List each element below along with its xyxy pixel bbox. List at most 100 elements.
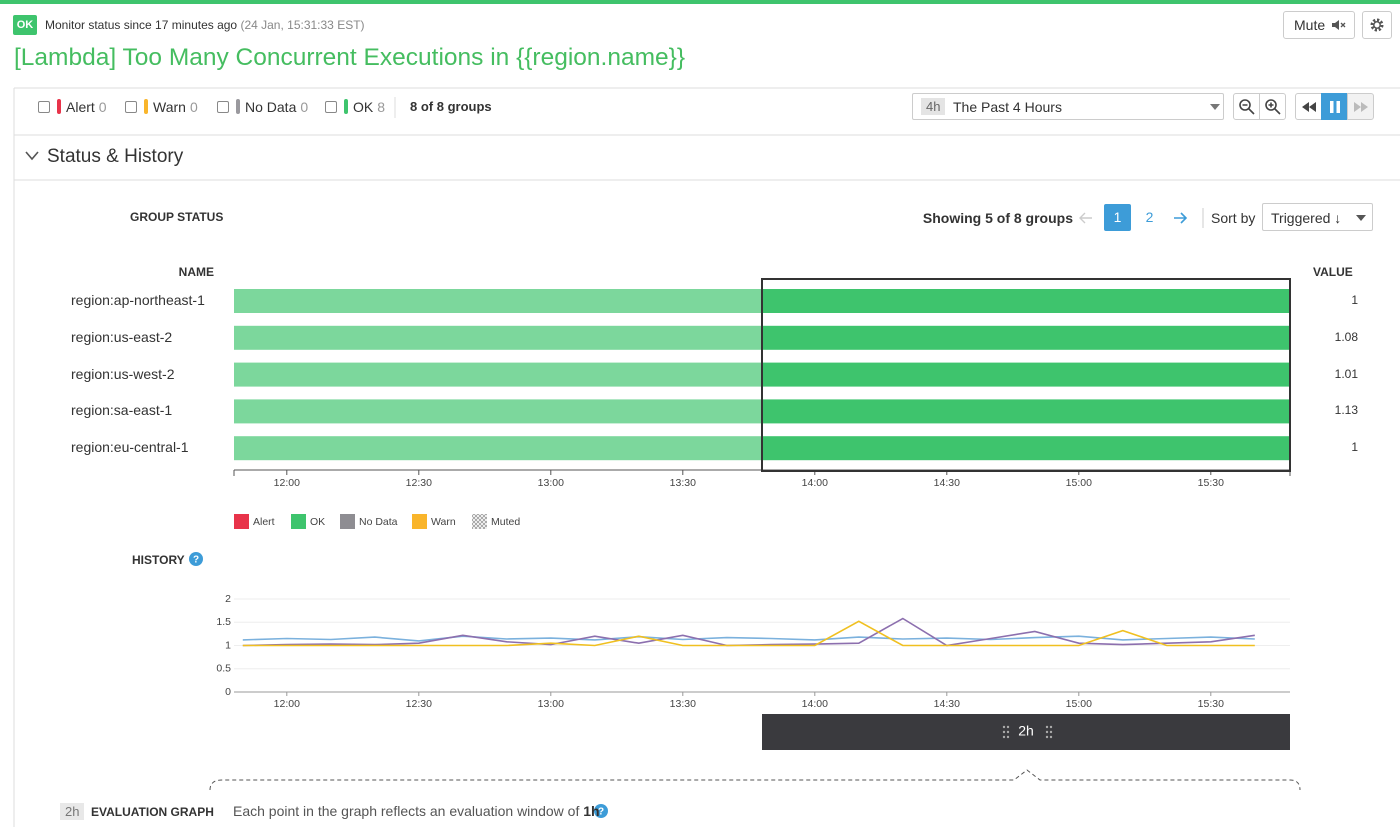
eval-badge: 2h [60, 803, 85, 820]
caret [1356, 215, 1366, 221]
grip-dot [1006, 725, 1010, 729]
group-name: region:ap-northeast-1 [71, 292, 205, 308]
history-line [242, 635, 1255, 642]
grip-dot [1045, 730, 1049, 734]
group-status-heading: GROUP STATUS [130, 210, 224, 224]
mute-icon [1332, 20, 1346, 30]
status-line: Monitor status since 17 minutes ago (24 … [45, 18, 365, 32]
group-value: 1.08 [1334, 329, 1358, 344]
y-tick-label: 2 [225, 593, 231, 605]
grip-dot [1002, 730, 1006, 734]
y-tick-label: 0.5 [216, 663, 231, 675]
x-tick-label: 13:30 [670, 698, 696, 710]
status-bar-dimmed [234, 325, 762, 350]
section-title: Status & History [47, 146, 184, 167]
monitor-title: [Lambda] Too Many Concurrent Executions … [14, 44, 685, 71]
eval-description: Each point in the graph reflects an eval… [233, 803, 580, 819]
x-tick-label: 15:30 [1198, 477, 1224, 489]
eval-help[interactable]: ? [594, 804, 608, 818]
group-value: 1.13 [1334, 403, 1358, 418]
range-badge: 4h [921, 98, 946, 115]
filter-count: 8 [377, 99, 386, 115]
mute-button[interactable]: Mute [1283, 11, 1355, 39]
x-tick-label: 14:30 [934, 477, 960, 489]
history-heading: HISTORY [132, 553, 185, 567]
svg-text:?: ? [598, 807, 604, 818]
x-tick-label: 14:00 [802, 477, 828, 489]
svg-text:?: ? [193, 555, 199, 566]
status-bar [762, 325, 1290, 350]
grip-dot [1049, 730, 1053, 734]
filter-label: No Data [245, 99, 297, 115]
next-page[interactable] [1174, 212, 1188, 224]
checkbox[interactable] [38, 101, 50, 113]
filter-label: Alert [66, 99, 95, 115]
rewind[interactable] [1295, 93, 1322, 120]
legend-swatch [291, 514, 306, 529]
filter-label: OK [353, 99, 374, 115]
status-bar-dimmed [234, 436, 762, 461]
x-tick-label: 12:30 [406, 477, 432, 489]
pause[interactable] [1321, 93, 1348, 120]
range-text: The Past 4 Hours [953, 99, 1062, 115]
x-tick-label: 15:30 [1198, 698, 1224, 710]
x-tick-label: 13:30 [670, 477, 696, 489]
legend-label: OK [310, 516, 325, 528]
grip-dot [1045, 725, 1049, 729]
status-color [57, 99, 61, 114]
history-help[interactable]: ? [189, 552, 203, 566]
zoom-in[interactable] [1259, 93, 1286, 120]
sort-label: Sort by [1211, 210, 1256, 226]
page-link[interactable]: 1 [1104, 204, 1131, 231]
collapse-chevron [25, 151, 39, 161]
settings-button[interactable] [1362, 11, 1392, 39]
prev-page[interactable] [1079, 212, 1092, 224]
status-color [236, 99, 240, 114]
sort-value: Triggered ↓ [1271, 210, 1342, 226]
status-badge: OK [13, 15, 37, 35]
grip-dot [1002, 735, 1006, 739]
eval-window: 1h [583, 803, 600, 819]
grip-dot [1049, 725, 1053, 729]
status-bar [762, 436, 1290, 461]
time-range-select[interactable]: 4h The Past 4 Hours [912, 93, 1224, 120]
status-color [344, 99, 348, 114]
y-tick-label: 0 [225, 686, 231, 698]
group-value: 1 [1351, 293, 1358, 307]
page-link[interactable]: 2 [1145, 209, 1154, 225]
x-tick-label: 12:30 [406, 698, 432, 710]
selection-window [761, 278, 1291, 472]
checkbox[interactable] [325, 101, 337, 113]
status-bar [762, 399, 1290, 424]
grip-dot [1002, 725, 1006, 729]
grip-dot [1045, 735, 1049, 739]
group-name: region:sa-east-1 [71, 402, 173, 419]
name-header: NAME [178, 265, 214, 279]
x-tick-label: 12:00 [274, 477, 300, 489]
status-time: (24 Jan, 15:31:33 EST) [240, 18, 365, 32]
group-name: region:eu-central-1 [71, 439, 189, 456]
y-tick-label: 1 [225, 639, 231, 651]
legend-label: Alert [253, 516, 275, 528]
status-bar [762, 362, 1290, 387]
group-value: 1 [1351, 440, 1358, 455]
legend-label: Muted [491, 516, 520, 528]
sort-select[interactable]: Triggered ↓ [1262, 203, 1373, 231]
grip-dot [1049, 735, 1053, 739]
selection-label: 2h [1018, 723, 1034, 739]
group-name: region:us-west-2 [71, 365, 175, 382]
checkbox[interactable] [125, 101, 137, 113]
x-tick-label: 13:00 [538, 477, 564, 489]
checkbox[interactable] [217, 101, 229, 113]
value-header: VALUE [1313, 265, 1353, 279]
history-line [242, 620, 1255, 647]
fast-forward[interactable] [1347, 93, 1374, 120]
eval-text: Each point in the graph reflects an eval… [233, 803, 600, 819]
status-strip [0, 0, 1400, 4]
selection-handle-bar [762, 714, 1290, 750]
x-tick-label: 14:30 [934, 698, 960, 710]
zoom-out[interactable] [1233, 93, 1260, 120]
legend-label: No Data [359, 516, 398, 528]
